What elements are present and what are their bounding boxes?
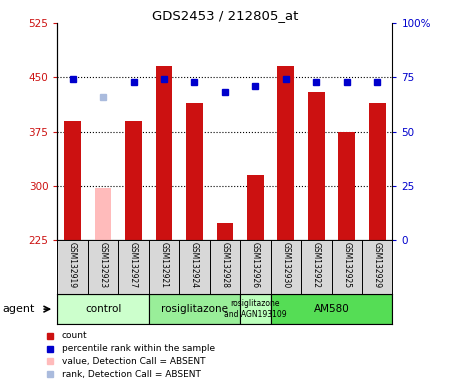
Title: GDS2453 / 212805_at: GDS2453 / 212805_at [152,9,298,22]
Bar [149,294,240,324]
Bar [277,66,294,240]
Text: rank, Detection Call = ABSENT: rank, Detection Call = ABSENT [62,369,201,379]
Text: count: count [62,331,88,341]
Bar [217,223,233,240]
Text: GSM132923: GSM132923 [99,242,107,288]
Bar [57,294,149,324]
Text: GSM132925: GSM132925 [342,242,351,288]
Text: rosiglitazone
and AGN193109: rosiglitazone and AGN193109 [224,300,287,319]
Text: GSM132921: GSM132921 [159,242,168,288]
Text: GSM132928: GSM132928 [220,242,230,288]
Text: agent: agent [2,304,35,314]
Text: GSM132929: GSM132929 [373,242,382,288]
Bar [125,121,142,240]
Bar [156,66,173,240]
Bar [338,131,355,240]
Text: GSM132924: GSM132924 [190,242,199,288]
Bar [64,121,81,240]
Bar [369,103,386,240]
Text: GSM132926: GSM132926 [251,242,260,288]
Text: GSM132930: GSM132930 [281,242,291,288]
Bar [95,188,112,240]
Text: AM580: AM580 [313,304,349,314]
Text: control: control [85,304,121,314]
Text: value, Detection Call = ABSENT: value, Detection Call = ABSENT [62,357,206,366]
Text: GSM132927: GSM132927 [129,242,138,288]
Text: GSM132922: GSM132922 [312,242,321,288]
Text: rosiglitazone: rosiglitazone [161,304,228,314]
Bar [186,103,203,240]
Bar [271,294,392,324]
Text: GSM132919: GSM132919 [68,242,77,288]
Text: percentile rank within the sample: percentile rank within the sample [62,344,215,353]
Bar [247,175,264,240]
Bar [240,294,271,324]
Bar [308,92,325,240]
